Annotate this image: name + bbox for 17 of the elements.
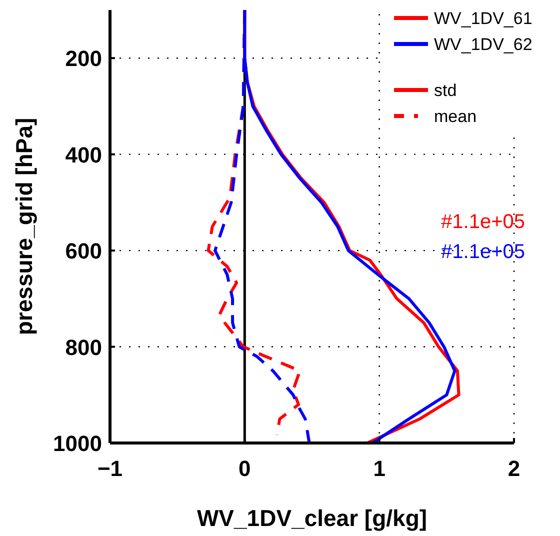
y-tick-label: 400 xyxy=(65,142,102,168)
x-tick-label: 0 xyxy=(238,456,251,481)
x-axis-title: WV_1DV_clear [g/kg] xyxy=(196,505,428,531)
x-tick-label: −1 xyxy=(97,456,123,481)
x-tick-label: 2 xyxy=(508,456,520,481)
legend-label: mean xyxy=(434,107,477,126)
x-tick-label: 1 xyxy=(373,456,386,481)
y-tick-label: 800 xyxy=(65,334,102,360)
annotation: std xyxy=(434,81,457,100)
y-tick-label: 600 xyxy=(65,238,102,264)
y-axis-title: pressure_grid [hPa] xyxy=(11,118,37,336)
legend-label: WV_1DV_61 xyxy=(434,9,532,28)
annotation: #1.1e+05 xyxy=(441,211,525,233)
y-tick-label: 200 xyxy=(65,46,102,72)
legend-label: WV_1DV_62 xyxy=(434,35,532,54)
annotation: #1.1e+05 xyxy=(441,241,525,263)
y-tick-label: 1000 xyxy=(53,431,102,456)
